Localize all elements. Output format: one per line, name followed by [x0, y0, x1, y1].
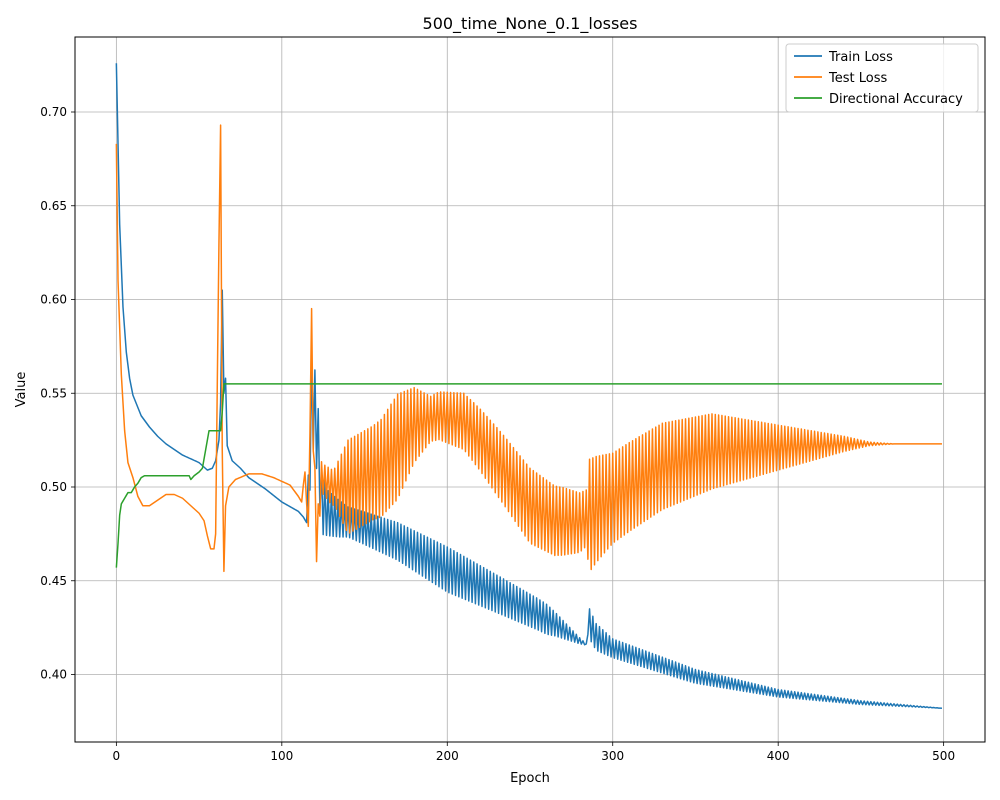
x-tick-label: 400: [767, 749, 790, 763]
legend-items: Train Loss Test Loss Directional Accuracy: [794, 50, 963, 107]
legend-label-train-loss: Train Loss: [828, 50, 893, 65]
series-lines: [115, 63, 943, 709]
x-tick-label: 200: [436, 749, 459, 763]
x-tick-label: 500: [932, 749, 955, 763]
legend-label-directional-accuracy: Directional Accuracy: [829, 92, 963, 107]
legend-box: [785, 43, 979, 113]
y-tick-label: 0.50: [40, 480, 67, 494]
y-tick-label: 0.45: [40, 574, 67, 588]
legend: Train Loss Test Loss Directional Accuracy: [785, 43, 979, 113]
y-axis-ticks: 0.40 0.45 0.50 0.55 0.60 0.65 0.70: [40, 105, 75, 682]
series-line-train-loss: [115, 63, 943, 709]
chart-title: 500_time_None_0.1_losses: [423, 14, 638, 34]
series-line-directional-accuracy: [115, 383, 942, 568]
y-tick-label: 0.40: [40, 668, 67, 682]
x-axis-label: Epoch: [510, 771, 550, 786]
x-tick-label: 300: [601, 749, 624, 763]
series-line-test-loss: [115, 124, 942, 573]
y-tick-label: 0.70: [40, 105, 67, 119]
y-tick-label: 0.65: [40, 199, 67, 213]
y-tick-label: 0.55: [40, 386, 67, 400]
x-tick-label: 100: [270, 749, 293, 763]
x-axis-ticks: 0 100 200 300 400 500: [113, 742, 955, 763]
plot-area-frame: [74, 36, 986, 743]
x-tick-label: 0: [113, 749, 121, 763]
y-tick-label: 0.60: [40, 293, 67, 307]
y-axis-label: Value: [14, 372, 29, 408]
legend-label-test-loss: Test Loss: [828, 71, 887, 86]
grid-lines: [75, 37, 985, 742]
